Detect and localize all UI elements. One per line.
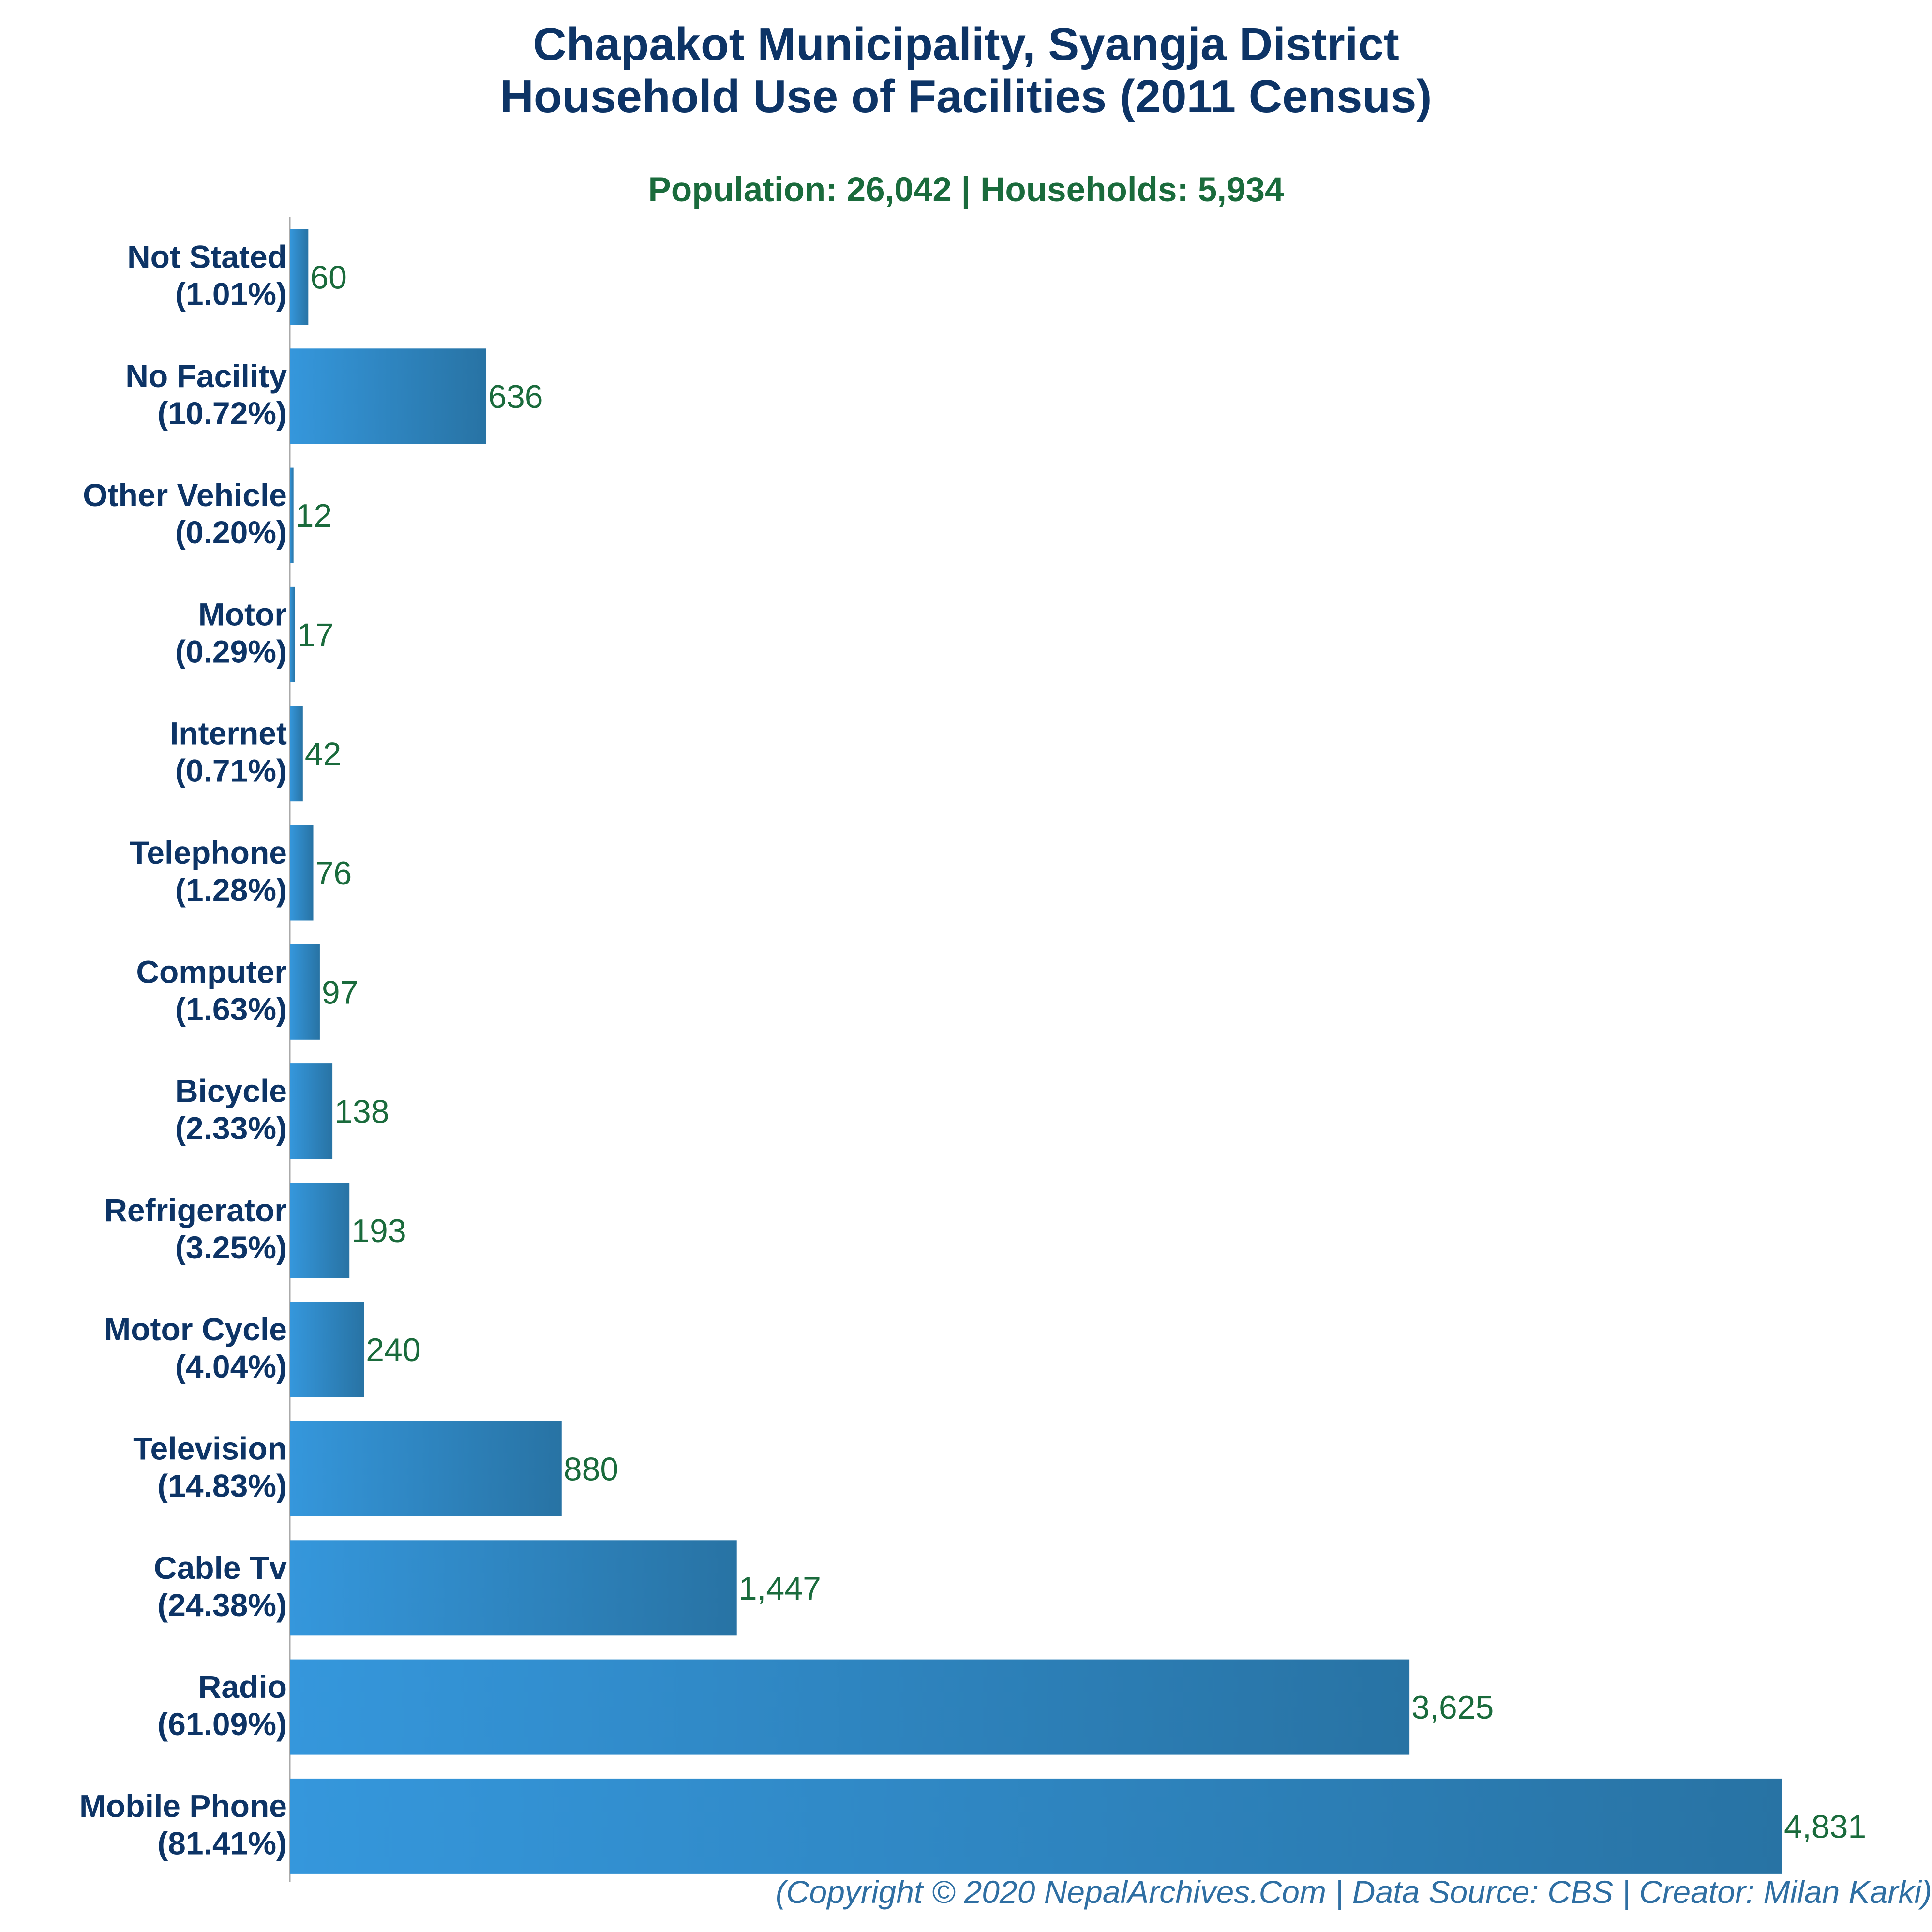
category-label: Internet	[170, 716, 287, 751]
category-label: Computer	[136, 954, 287, 989]
bar-value-label: 1,447	[739, 1570, 821, 1607]
bar-value-label: 97	[322, 974, 359, 1011]
bar-value-label: 60	[310, 259, 347, 296]
bars-group: 60 Not Stated(1.01%) 636 No Facility(10.72%…	[79, 229, 1866, 1874]
category-percent-label: (1.01%)	[175, 276, 287, 312]
bar-value-label: 240	[366, 1332, 420, 1368]
category-percent-label: (14.83%)	[157, 1468, 287, 1504]
category-label: Motor	[198, 596, 287, 632]
bar	[290, 1421, 562, 1516]
chart-title-line-2: Household Use of Facilities (2011 Census…	[500, 71, 1432, 122]
bar	[290, 1302, 364, 1397]
bar	[290, 1183, 350, 1278]
category-percent-label: (4.04%)	[175, 1348, 287, 1384]
category-label: No Facility	[125, 358, 287, 394]
bar-value-label: 12	[296, 497, 332, 534]
category-percent-label: (61.09%)	[157, 1706, 287, 1742]
category-percent-label: (0.71%)	[175, 753, 287, 789]
category-label: Radio	[198, 1669, 287, 1705]
category-label: Television	[133, 1431, 287, 1467]
bar-value-label: 636	[488, 378, 543, 415]
category-label: Mobile Phone	[79, 1788, 287, 1824]
copyright-note: (Copyright © 2020 NepalArchives.Com | Da…	[775, 1874, 1932, 1910]
bar-value-label: 138	[334, 1093, 389, 1130]
bar	[290, 1778, 1782, 1874]
category-label: Refrigerator	[104, 1192, 287, 1228]
category-label: Bicycle	[175, 1073, 287, 1109]
bar-value-label: 17	[297, 616, 334, 653]
category-percent-label: (0.29%)	[175, 633, 287, 669]
category-percent-label: (0.20%)	[175, 514, 287, 550]
bar	[290, 1540, 737, 1636]
category-percent-label: (1.28%)	[175, 872, 287, 908]
bar	[290, 944, 320, 1040]
bar-value-label: 193	[351, 1213, 406, 1249]
bar	[290, 1659, 1410, 1755]
category-label: Telephone	[130, 835, 287, 870]
bar	[290, 825, 314, 921]
category-label: Not Stated	[127, 239, 287, 275]
bar	[290, 467, 294, 563]
category-percent-label: (3.25%)	[175, 1229, 287, 1265]
category-percent-label: (1.63%)	[175, 991, 287, 1027]
category-percent-label: (81.41%)	[157, 1825, 287, 1861]
bar-value-label: 42	[305, 736, 342, 773]
category-percent-label: (2.33%)	[175, 1110, 287, 1146]
chart-subtitle: Population: 26,042 | Households: 5,934	[648, 171, 1284, 209]
bar	[290, 1063, 333, 1159]
bar	[290, 586, 295, 682]
bar-value-label: 76	[315, 855, 352, 892]
category-percent-label: (10.72%)	[157, 395, 287, 431]
bar	[290, 348, 487, 444]
category-label: Cable Tv	[154, 1550, 287, 1586]
bar-value-label: 880	[564, 1451, 618, 1488]
category-label: Other Vehicle	[83, 477, 287, 513]
category-label: Motor Cycle	[104, 1311, 287, 1347]
bar	[290, 706, 303, 802]
bar	[290, 229, 309, 325]
chart-title-line-1: Chapakot Municipality, Syangja District	[533, 18, 1399, 70]
bar-value-label: 4,831	[1784, 1808, 1866, 1845]
category-percent-label: (24.38%)	[157, 1587, 287, 1623]
bar-value-label: 3,625	[1411, 1689, 1494, 1726]
